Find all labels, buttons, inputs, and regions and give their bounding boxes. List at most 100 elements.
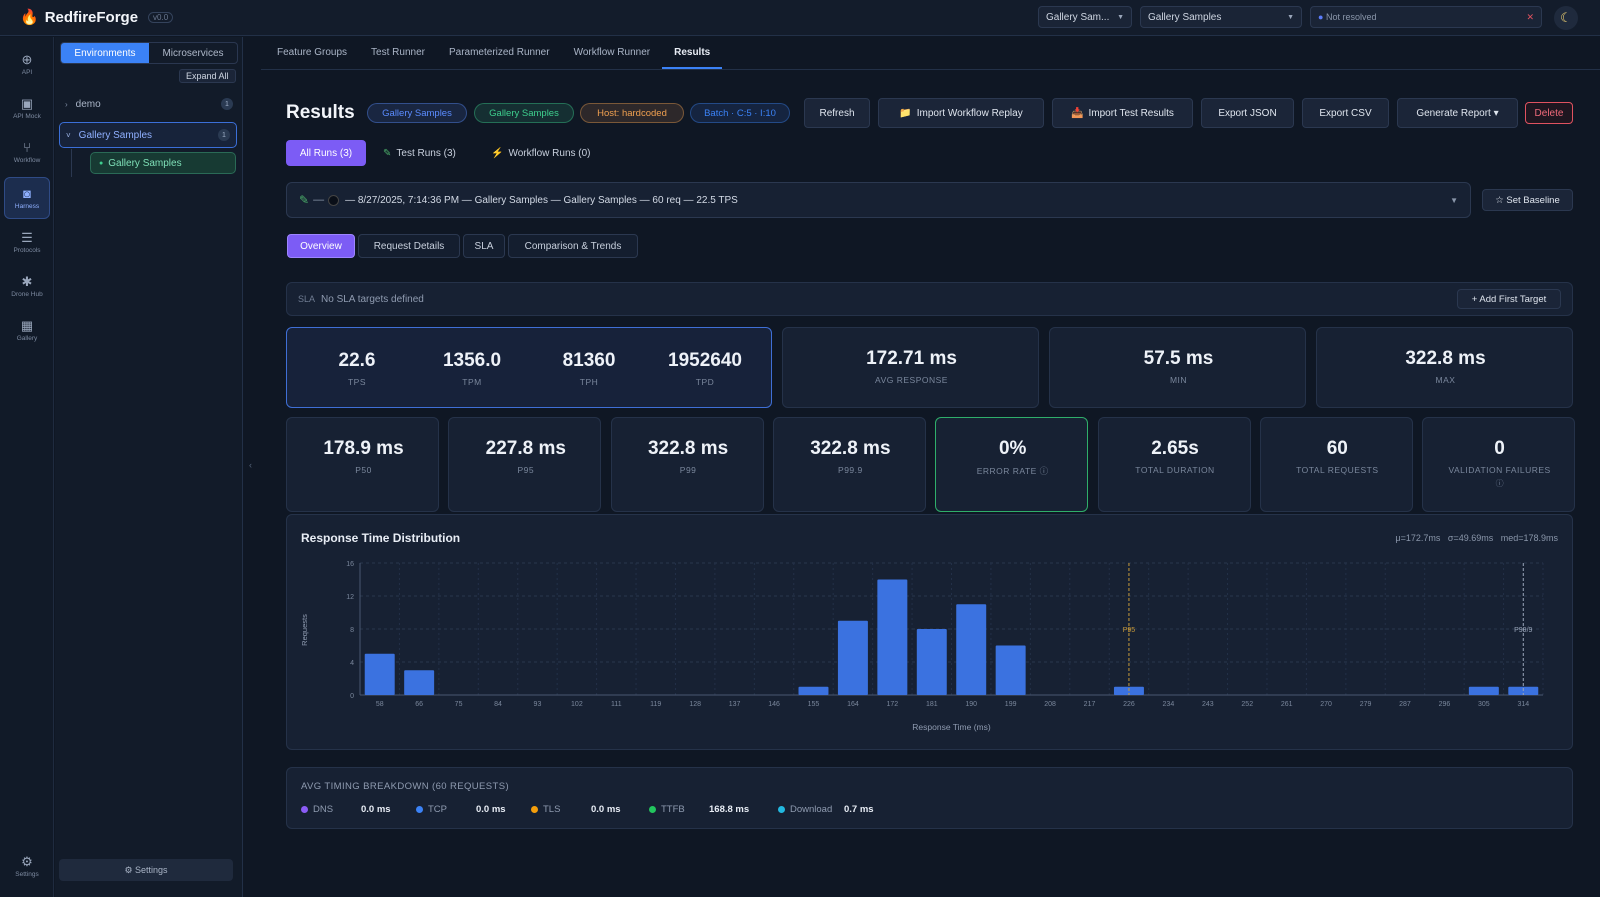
histogram-chart: 0 4 8 12 16 58 66 75 84 93 102 111 119 128 137 146 155 16…	[300, 561, 1544, 732]
rail-item-harness[interactable]: ◙ Harness	[4, 177, 50, 219]
filter-test-runs[interactable]: ✎ Test Runs (3)	[374, 140, 472, 166]
tab-test-runner[interactable]: Test Runner	[371, 47, 425, 58]
environment-status[interactable]: ● Not resolved ✕	[1310, 6, 1542, 28]
filter-all-runs[interactable]: All Runs (3)	[286, 140, 366, 166]
timing-item-tls: TLS 0.0 ms	[531, 804, 649, 815]
status-dot-icon: ●	[99, 159, 104, 167]
run-select-value: — 8/27/2025, 7:14:36 PM — Gallery Sample…	[345, 194, 738, 206]
x-tick-label: 217	[1084, 701, 1096, 708]
button-label: Delete	[1534, 107, 1564, 119]
stat-label: ERROR RATE ⓘ	[976, 466, 1049, 476]
gallery-icon: ▦	[20, 317, 34, 333]
generate-report-button[interactable]: Generate Report ▾	[1397, 98, 1518, 128]
expand-all-button[interactable]: Expand All	[179, 69, 236, 83]
header-pill: Host: hardcoded	[580, 103, 684, 123]
set-baseline-button[interactable]: ☆ Set Baseline	[1482, 189, 1573, 211]
chart-stats: μ=172.7ms σ=49.69ms med=178.9ms	[1395, 533, 1558, 543]
import-test-results-button[interactable]: 📥 Import Test Results	[1052, 98, 1193, 128]
refresh-button[interactable]: Refresh	[804, 98, 870, 128]
info-icon[interactable]: ⓘ	[1495, 479, 1504, 488]
rail-item-label: Drone Hub	[11, 290, 43, 298]
app-name: RedfireForge	[44, 8, 139, 26]
tab-feature-groups[interactable]: Feature Groups	[277, 47, 348, 58]
y-tick-label: 12	[346, 594, 354, 601]
timing-item-tcp: TCP 0.0 ms	[416, 804, 531, 815]
tab-results[interactable]: Results	[662, 37, 723, 69]
x-tick-label: 287	[1399, 701, 1411, 708]
rail-item-label: API	[21, 68, 33, 76]
stat-label: TPS	[347, 377, 367, 387]
chevron-down-icon: ▼	[1117, 13, 1124, 21]
stat-label: TOTAL REQUESTS	[1296, 465, 1379, 475]
stat: 2.65s TOTAL DURATION	[1099, 438, 1252, 475]
rail-item-label: Workflow	[13, 156, 41, 164]
histogram-bar	[877, 579, 908, 695]
rail-item-workflow[interactable]: ⑂ Workflow	[4, 131, 50, 173]
import-workflow-replay-button[interactable]: 📁 Import Workflow Replay	[878, 98, 1044, 128]
subtab-sla[interactable]: SLA	[463, 234, 505, 258]
rail-item-label: Harness	[14, 202, 40, 210]
rail-item-label: Protocols	[13, 246, 41, 254]
timing-name: TTFB	[661, 804, 685, 815]
x-tick-label: 208	[1044, 701, 1056, 708]
close-icon[interactable]: ✕	[1526, 11, 1534, 22]
workflow-icon: ⑂	[23, 139, 31, 155]
stat-value: 0%	[998, 438, 1027, 459]
tree-item-gallery-samples[interactable]: ˅ Gallery Samples 1	[59, 122, 237, 148]
tab-microservices[interactable]: Microservices	[162, 47, 224, 59]
stat-tpm: 1356.0 TPM	[422, 350, 522, 387]
stat-value: 2.65s	[1151, 438, 1199, 459]
stat-label: TPH	[579, 377, 599, 387]
header-pill: Gallery Samples	[367, 103, 467, 123]
stat: 0% ERROR RATE ⓘ	[936, 438, 1089, 477]
header-pill: Gallery Samples	[474, 103, 574, 123]
sidebar: Environments Microservices Expand All › …	[55, 37, 243, 897]
legend-dot-icon	[416, 806, 423, 813]
button-label: Import Test Results	[1088, 107, 1174, 119]
delete-button[interactable]: Delete	[1525, 102, 1573, 124]
tree-item-demo[interactable]: › demo 1	[65, 95, 233, 113]
rail-item-drone-hub[interactable]: ✱ Drone Hub	[4, 265, 50, 307]
settings-button[interactable]: ⚙ Settings	[59, 859, 233, 881]
rail-item-protocols[interactable]: ☰ Protocols	[4, 221, 50, 263]
subtab-request-details[interactable]: Request Details	[358, 234, 460, 258]
collection-select[interactable]: Gallery Samples ▼	[1140, 6, 1302, 28]
timing-name: DNS	[313, 804, 334, 815]
run-select[interactable]: ✎ — — 8/27/2025, 7:14:36 PM — Gallery Sa…	[286, 182, 1471, 218]
rail-item-api[interactable]: ⊕ API	[4, 43, 50, 85]
tree-item-label: demo	[75, 98, 101, 110]
icon-rail: ⊕ API ▣ API Mock ⑂ Workflow ◙ Harness ☰ Protocols…	[0, 37, 54, 897]
tab-workflow-runner[interactable]: Workflow Runner	[573, 47, 651, 58]
filter-workflow-runs[interactable]: ⚡ Workflow Runs (0)	[482, 140, 602, 166]
app-logo: 🔥 RedfireForge v0.0	[20, 8, 174, 26]
filter-label: Test Runs (3)	[396, 147, 456, 159]
workspace-select[interactable]: Gallery Sam... ▼	[1038, 6, 1132, 28]
stat-card-total-duration: 2.65s TOTAL DURATION	[1097, 417, 1252, 512]
collapse-handle[interactable]: ‹	[249, 460, 252, 470]
folder-icon: 📁	[899, 107, 912, 119]
stat: 60 TOTAL REQUESTS	[1261, 438, 1414, 475]
subtab-comparison-trends[interactable]: Comparison & Trends	[508, 234, 638, 258]
timing-item-download: Download 0.7 ms	[778, 804, 888, 815]
x-tick-label: 243	[1202, 701, 1214, 708]
subtab-overview[interactable]: Overview	[287, 234, 355, 258]
tab-parameterized-runner[interactable]: Parameterized Runner	[448, 47, 550, 58]
rail-item-gallery[interactable]: ▦ Gallery	[4, 309, 50, 351]
filter-label: All Runs (3)	[299, 147, 353, 159]
stat-card-p99-9: 322.8 ms P99.9	[772, 417, 926, 512]
tab-environments[interactable]: Environments	[61, 43, 149, 63]
x-tick-label: 305	[1478, 701, 1490, 708]
chevron-down-icon: ▼	[1287, 13, 1294, 21]
theme-toggle-moon-icon[interactable]: ☾	[1554, 6, 1578, 30]
rail-item-api-mock[interactable]: ▣ API Mock	[4, 87, 50, 129]
stat-value: 81360	[562, 350, 616, 371]
x-tick-label: 279	[1360, 701, 1372, 708]
tree-item-gallery-samples-child[interactable]: ● Gallery Samples	[90, 152, 236, 174]
histogram-bar	[1468, 686, 1499, 695]
legend-dot-icon	[649, 806, 656, 813]
export-csv-button[interactable]: Export CSV	[1302, 98, 1389, 128]
add-first-target-button[interactable]: + Add First Target	[1457, 289, 1561, 309]
export-json-button[interactable]: Export JSON	[1201, 98, 1294, 128]
rail-item-settings[interactable]: ⚙ Settings	[4, 845, 50, 887]
timing-title: AVG TIMING BREAKDOWN (60 REQUESTS)	[301, 781, 510, 792]
